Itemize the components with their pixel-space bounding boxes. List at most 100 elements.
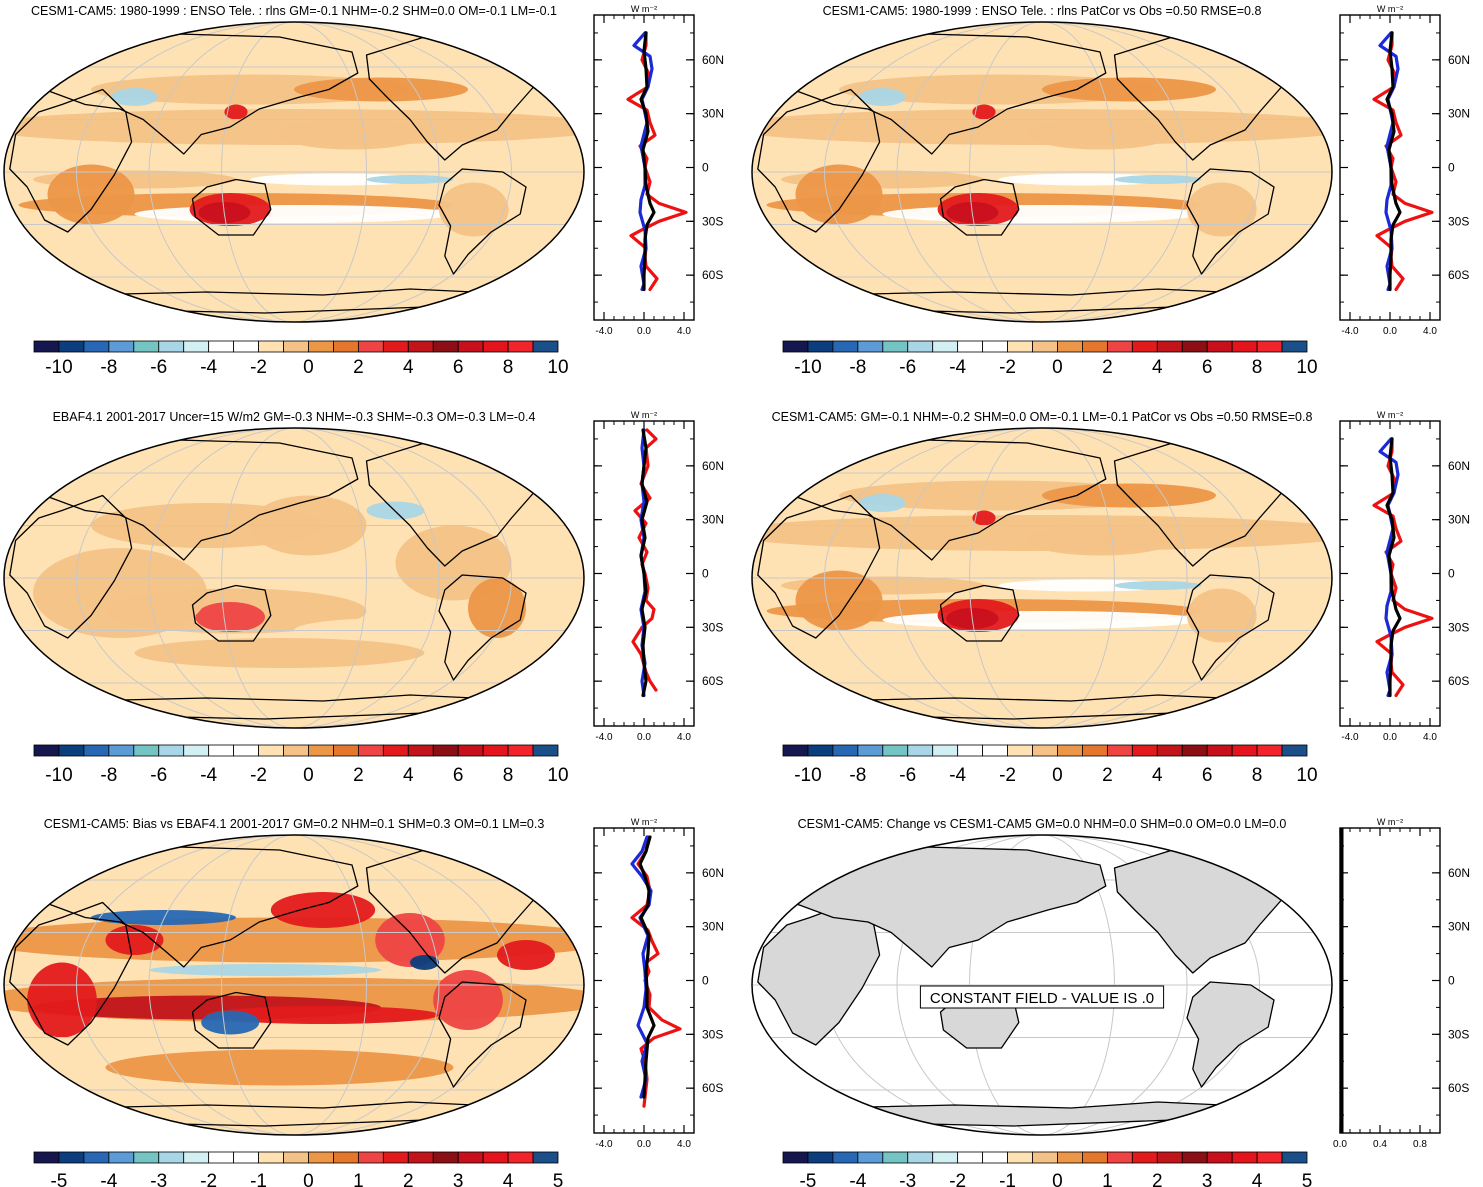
- colorbar-label: 2: [1152, 1171, 1163, 1187]
- colorbar-label: -4: [200, 357, 217, 378]
- colorbar-swatch: [807, 744, 834, 757]
- continents: [757, 846, 1290, 1127]
- colorbar-swatch: [1281, 340, 1308, 353]
- colorbar-swatch: [1256, 744, 1283, 757]
- zonal-y-label: 30N: [702, 920, 724, 934]
- colorbar-swatch: [807, 340, 834, 353]
- colorbar-swatch: [283, 340, 309, 353]
- colorbar-swatch: [882, 340, 909, 353]
- map-panel-3: [3, 427, 585, 729]
- colorbar-label: -8: [849, 765, 866, 786]
- zonal-y-label: 60N: [702, 459, 724, 473]
- field-patch: [105, 1049, 454, 1086]
- colorbar-label: -6: [150, 357, 167, 378]
- coastline-eurasia: [791, 846, 1107, 968]
- zonal-series-black: [639, 31, 656, 292]
- colorbar-swatch: [208, 1151, 235, 1164]
- graticule-lon: [221, 22, 367, 322]
- zonal-y-label: 30S: [1448, 620, 1469, 634]
- colorbar-swatch: [782, 1151, 809, 1164]
- field-patch: [201, 1010, 260, 1035]
- colorbar-swatch: [957, 1151, 984, 1164]
- coastline-eurasia: [791, 439, 1107, 561]
- zonal-y-label: 60S: [702, 268, 723, 282]
- field-patch: [752, 224, 1332, 255]
- graticule: [752, 428, 1332, 728]
- colorbar-label: -5: [50, 1171, 67, 1187]
- colorbar-swatch: [183, 340, 210, 353]
- graticule-lon: [76, 22, 512, 322]
- colorbar-label: 4: [403, 357, 414, 378]
- colorbar-swatch: [1281, 1151, 1308, 1164]
- colorbar-swatch: [183, 744, 210, 757]
- colorbar-label: -3: [899, 1171, 916, 1187]
- zonal-x-label: 0.0: [1383, 326, 1397, 337]
- colorbar-label: 2: [353, 765, 364, 786]
- colorbar-swatch: [108, 744, 135, 757]
- zonal-y-label: 60N: [1448, 866, 1470, 880]
- zonal-x-label: -4.0: [1341, 326, 1359, 337]
- colorbar-swatch: [982, 744, 1008, 757]
- zonal-y-label: 30N: [1448, 920, 1470, 934]
- coastline-samerica: [1186, 574, 1275, 681]
- colorbar-label: 10: [1296, 765, 1317, 786]
- colorbar-label: 2: [1102, 765, 1113, 786]
- colorbar-label: 8: [503, 765, 514, 786]
- colorbar-swatch: [133, 1151, 160, 1164]
- coastline-eurasia: [43, 846, 359, 968]
- map-border: [3, 834, 585, 1136]
- coastline-eurasia: [43, 33, 359, 155]
- zonal-y-label: 30S: [702, 214, 723, 228]
- colorbar-swatch: [407, 340, 434, 353]
- colorbar-swatch: [482, 1151, 509, 1164]
- colorbar-swatch: [83, 1151, 110, 1164]
- colorbar-label: -8: [100, 765, 117, 786]
- zonal-series-black: [638, 835, 656, 1099]
- zonal-y-label: 30N: [1448, 107, 1470, 121]
- colorbar-swatch: [1206, 340, 1233, 353]
- colorbar-swatch: [108, 1151, 135, 1164]
- field-patch: [111, 88, 158, 106]
- field-patch: [366, 175, 454, 184]
- colorbar-label: -10: [794, 765, 821, 786]
- colorbar-swatch: [832, 340, 859, 353]
- colorbar-swatch: [1057, 744, 1083, 757]
- zonal-y-label: 0: [702, 974, 709, 988]
- colorbar-swatch: [1032, 744, 1058, 757]
- colorbar-swatch: [1007, 340, 1033, 353]
- colorbar-swatch: [1106, 1151, 1133, 1164]
- field-patch: [497, 940, 555, 970]
- zonal-mean-plot-4: -4.0 0.0 4.0 60N 30N 0 30S 60S W m⁻²: [1339, 410, 1470, 743]
- colorbar-swatch: [283, 1151, 309, 1164]
- field-patch: [270, 892, 376, 928]
- colorbar-2: -10 -8 -6 -4 -2 0 2 4 6 8 10: [782, 340, 1318, 378]
- colorbar-label: -4: [949, 357, 966, 378]
- colorbar-swatch: [907, 1151, 934, 1164]
- colorbar-label: 4: [403, 765, 414, 786]
- field-patch: [294, 77, 468, 102]
- zonal-unit-label: W m⁻²: [631, 4, 657, 14]
- colorbar-label: -1: [250, 1171, 267, 1187]
- colorbar-label: -10: [45, 765, 72, 786]
- colorbar-swatch: [432, 340, 459, 353]
- map-border: [3, 21, 585, 323]
- colorbar-label: -4: [200, 765, 217, 786]
- colorbar-label: -2: [200, 1171, 217, 1187]
- colorbar-swatch: [932, 744, 959, 757]
- graticule: [4, 428, 584, 728]
- colorbar-label: -2: [999, 765, 1016, 786]
- colorbar-label: -4: [849, 1171, 866, 1187]
- colorbar-swatch: [857, 1151, 884, 1164]
- zonal-x-label: 0.4: [1373, 1139, 1387, 1150]
- graticule: [4, 22, 584, 322]
- colorbar-swatch: [333, 744, 359, 757]
- zonal-y-label: 30N: [702, 513, 724, 527]
- colorbar-swatch: [432, 744, 459, 757]
- graticule-lon: [969, 22, 1115, 322]
- panel-title-6: CESM1-CAM5: Change vs CESM1-CAM5 GM=0.0 …: [798, 817, 1287, 831]
- zonal-y-label: 60N: [702, 866, 724, 880]
- zonal-y-label: 30S: [702, 620, 723, 634]
- zonal-x-label: -4.0: [595, 732, 613, 743]
- colorbar-swatch: [357, 744, 384, 757]
- zonal-y-label: 30N: [702, 107, 724, 121]
